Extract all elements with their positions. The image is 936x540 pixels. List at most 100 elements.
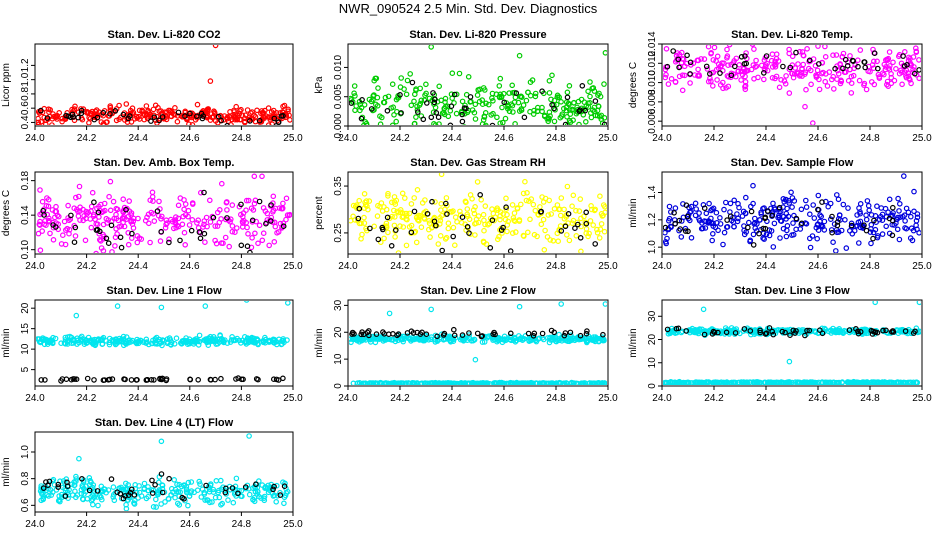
data-point [688, 380, 694, 385]
data-point [753, 57, 759, 64]
data-point [828, 76, 835, 83]
data-point [82, 237, 89, 244]
data-point [551, 206, 558, 212]
data-point [430, 109, 437, 116]
data-point [762, 379, 769, 385]
data-point [511, 217, 517, 224]
data-point [107, 111, 113, 117]
data-point [350, 213, 356, 220]
data-point [714, 380, 720, 385]
data-point [778, 379, 785, 385]
x-tick-label: 24.2 [77, 133, 97, 144]
data-point [525, 330, 532, 337]
data-point [848, 90, 855, 96]
data-point [94, 226, 101, 233]
x-tick-label: 24.4 [442, 133, 462, 144]
data-point [750, 231, 757, 238]
data-point [778, 218, 785, 225]
x-tick-label: 24.0 [25, 133, 45, 144]
data-point [853, 325, 859, 332]
data-point [708, 78, 714, 85]
data-point [438, 201, 445, 207]
data-point [673, 380, 680, 385]
panel-title: Stan. Dev. Li-820 CO2 [108, 29, 221, 41]
data-point [207, 219, 214, 225]
data-point [237, 108, 243, 114]
data-point [73, 376, 80, 383]
data-point [789, 195, 796, 201]
data-point [349, 217, 354, 224]
data-point [367, 225, 373, 232]
data-point [402, 381, 409, 385]
data-point [202, 497, 208, 503]
data-point [598, 221, 605, 227]
data-point [556, 331, 562, 338]
data-point [710, 379, 716, 385]
data-point [840, 50, 847, 57]
data-point [474, 330, 481, 337]
data-point [854, 57, 861, 64]
data-point [391, 199, 398, 205]
data-point [175, 202, 182, 209]
plot-frame [347, 43, 609, 127]
data-point [676, 73, 683, 80]
data-point [539, 330, 546, 337]
x-tick-label: 25.0 [912, 393, 932, 404]
data-point [368, 106, 375, 112]
data-point [503, 195, 509, 202]
data-point [437, 127, 441, 131]
data-point [225, 497, 231, 503]
data-point [544, 234, 551, 240]
data-point [793, 215, 800, 222]
data-point [498, 94, 505, 101]
outlier-point [259, 173, 265, 180]
data-point [46, 218, 53, 225]
data-point [134, 239, 141, 246]
outlier-point [900, 173, 907, 179]
data-point [229, 202, 236, 208]
data-point [45, 482, 51, 489]
data-point [545, 212, 552, 218]
data-point [397, 209, 404, 216]
data-point [471, 109, 478, 116]
data-point [355, 215, 362, 222]
data-point [776, 204, 783, 211]
data-point [850, 72, 857, 79]
data-point [457, 208, 463, 215]
data-point [428, 114, 435, 121]
data-point [382, 94, 389, 101]
data-point [403, 242, 410, 249]
data-point [444, 380, 451, 385]
data-point [742, 53, 748, 59]
data-point [769, 64, 776, 70]
y-tick-label: 0.25 [333, 223, 344, 243]
data-point [687, 71, 693, 77]
data-point [163, 116, 170, 123]
data-point [522, 178, 528, 185]
data-point [591, 207, 598, 214]
data-point [474, 92, 481, 98]
data-point [822, 53, 829, 60]
data-point [102, 486, 108, 493]
data-points [349, 301, 607, 385]
series-selected [349, 326, 606, 340]
data-point [600, 331, 606, 338]
data-point [148, 376, 155, 383]
x-tick-label: 25.0 [598, 261, 618, 272]
data-point [263, 220, 269, 227]
data-point [517, 380, 523, 385]
data-point [695, 66, 701, 73]
y-axis-label: ml/min [628, 328, 639, 357]
data-point [857, 328, 864, 335]
data-point [358, 115, 365, 122]
data-point [513, 90, 520, 96]
data-point [761, 57, 768, 64]
data-point [182, 212, 189, 218]
data-point [200, 224, 206, 230]
data-point [92, 108, 99, 115]
data-point [464, 211, 471, 218]
data-point [471, 210, 478, 217]
data-point [705, 45, 712, 50]
data-point [523, 197, 530, 204]
data-point [811, 379, 817, 385]
